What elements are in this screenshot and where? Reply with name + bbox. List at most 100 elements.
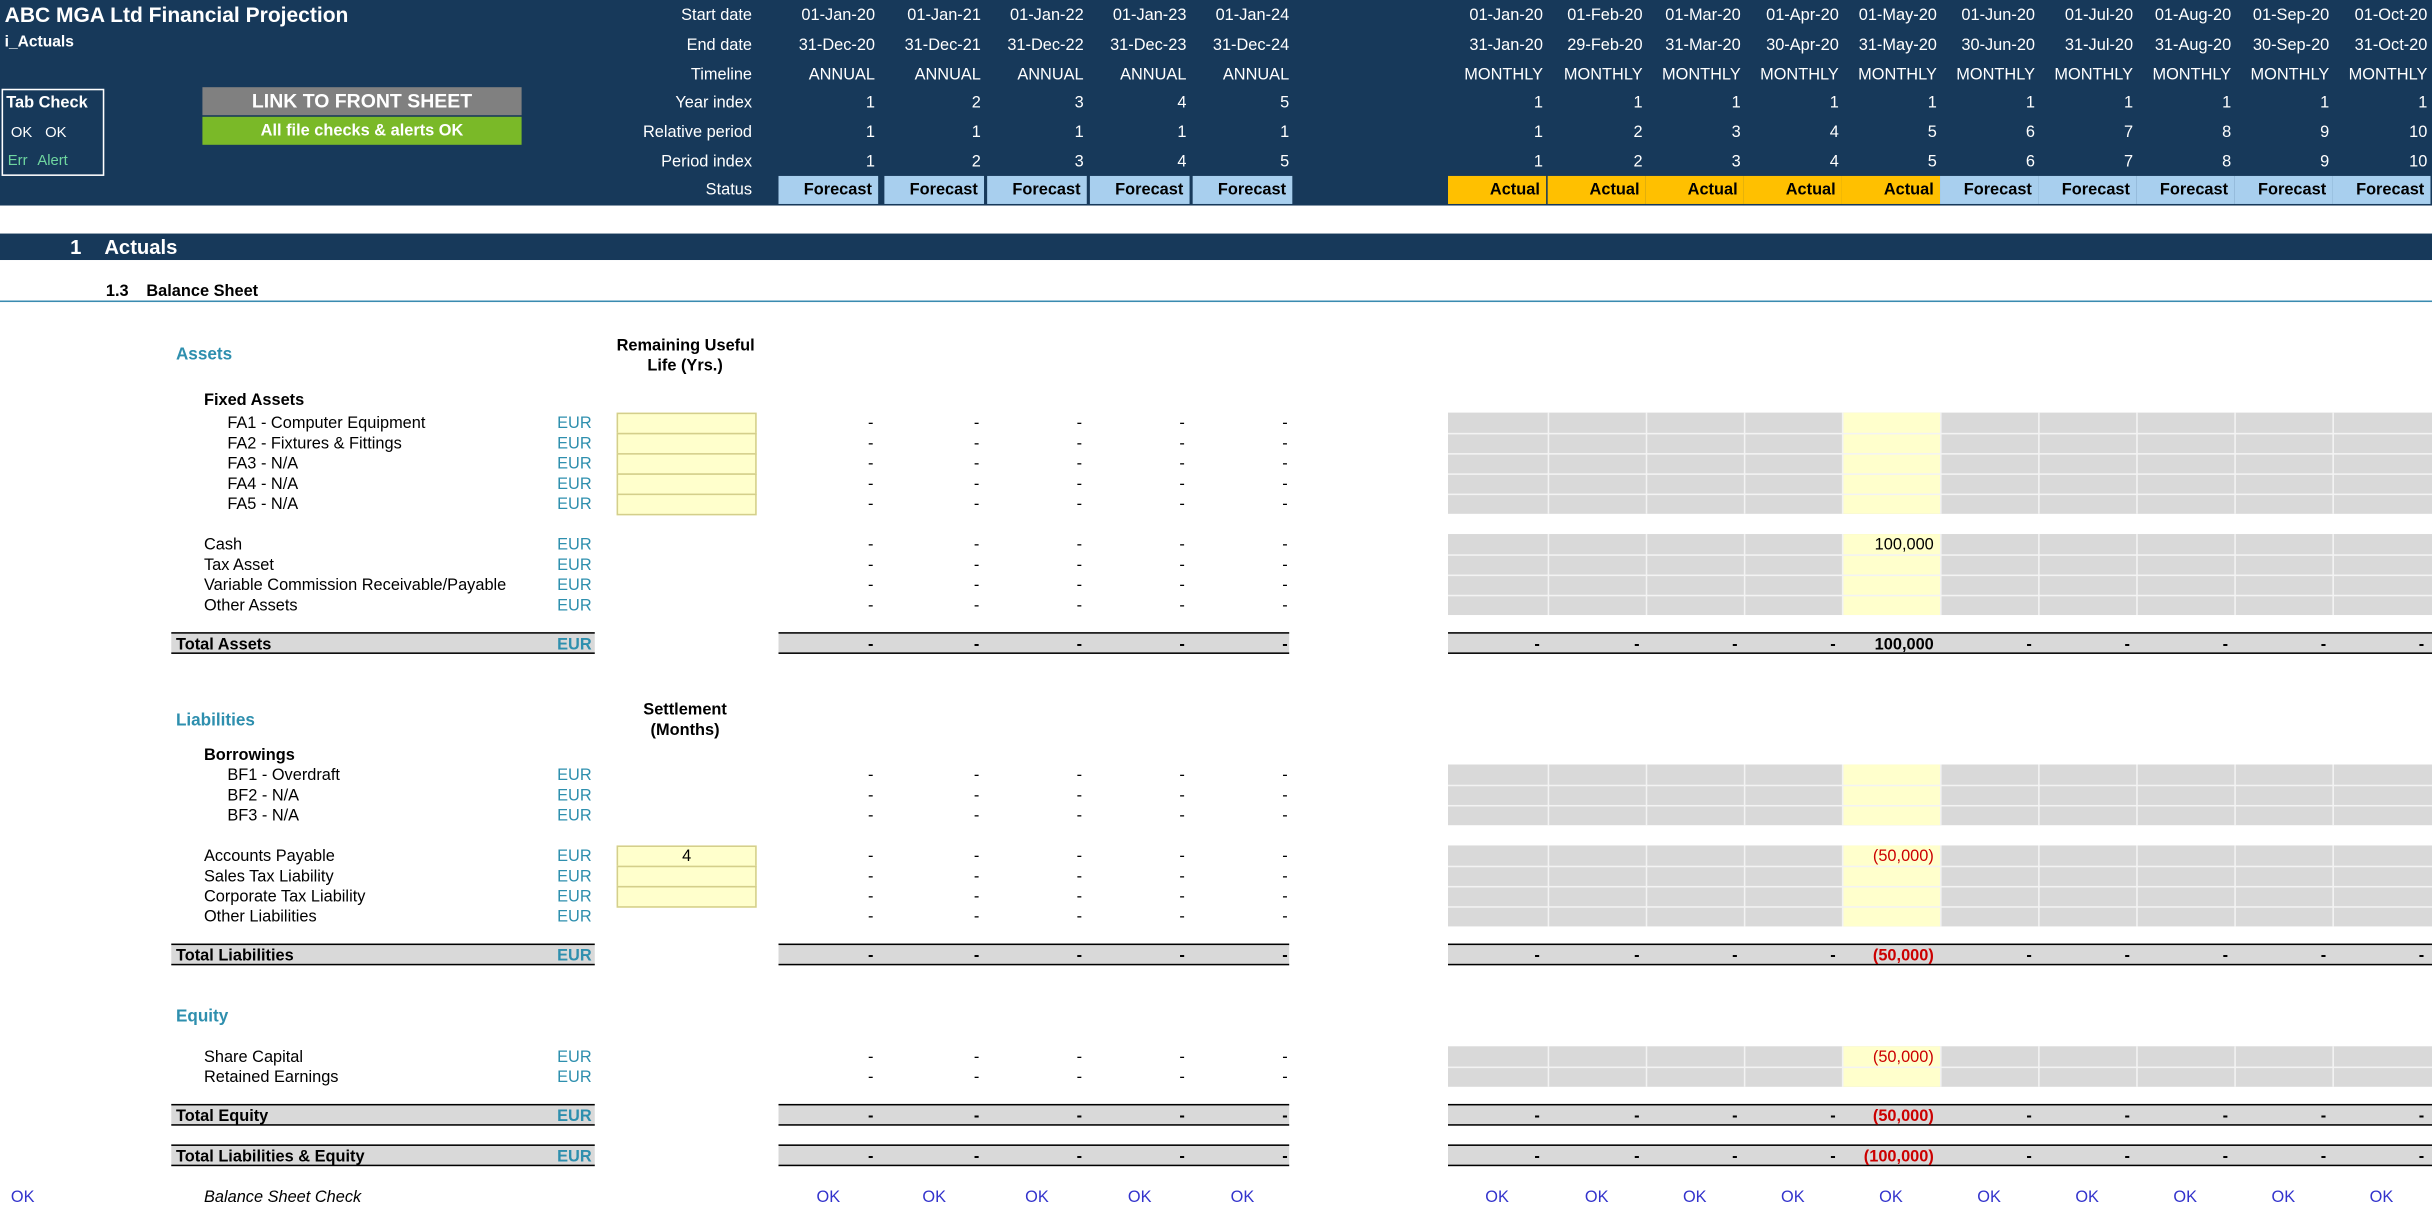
annual-status-4: Forecast [1089,175,1190,204]
monthly-timeline-3: MONTHLY [1662,65,1741,85]
fixed-asset-3-input[interactable] [616,453,757,475]
annual-relative-4: 1 [1177,123,1187,142]
other-liability-2-annual-3: - [1076,867,1083,886]
fixed-asset-1-annual-1: - [868,414,874,433]
other-asset-3-annual-4: - [1179,576,1185,595]
fixed-asset-1-input[interactable] [616,412,757,435]
total-liabilities-month-3: - [1732,946,1738,966]
timeline-label-relative: Relative period [642,123,753,142]
fixed-asset-5-input[interactable] [616,493,757,516]
other-asset-3-annual-1: - [868,576,874,595]
total-equity-label: Total Equity [175,1107,269,1126]
total-assets-label: Total Assets [175,635,272,654]
useful-life-header-1: Remaining Useful [616,336,755,355]
fixed-asset-4-annual-5: - [1282,474,1288,494]
other-asset-2-unit: EUR [557,555,592,575]
other-liability-1-input[interactable]: 4 [616,845,757,868]
monthly-status-5: Actual [1841,175,1941,204]
balance-check-month-7: OK [2075,1187,2099,1207]
other-liability-2-input[interactable] [616,865,757,888]
other-liability-1-annual-4: - [1179,847,1185,866]
borrowings-vline-3 [1743,764,1746,826]
total-liabilities-month-1: - [1534,946,1540,966]
monthly-timeline-10: MONTHLY [2348,65,2428,85]
total-equity-bottom-rule-0 [171,1124,595,1126]
fixed-assets-actual-input-block[interactable] [1841,412,1941,514]
monthly-start-9: 01-Sep-20 [2252,6,2330,25]
borrowings-actual-input-block[interactable] [1841,764,1941,826]
monthly-timeline-5: MONTHLY [1858,65,1937,85]
other-asset-1-annual-4: - [1179,535,1185,555]
fixed-asset-1-annual-5: - [1282,414,1288,433]
total-assets-month-5: 100,000 [1874,635,1934,654]
annual-period-1: 1 [865,152,876,172]
total-liabilities-label: Total Liabilities [175,946,294,966]
annual-start-3: 01-Jan-22 [1010,6,1084,25]
tab-check-title: Tab Check [6,93,88,113]
total-liabilities-annual-1: - [868,946,874,966]
borrowing-1-annual-2: - [973,766,980,785]
monthly-status-3: Actual [1645,175,1744,204]
fixed-asset-2-annual-5: - [1282,434,1288,454]
other-liability-4-annual-2: - [973,907,980,927]
section-number: 1 [70,235,82,259]
fixed-asset-2-input[interactable] [616,432,757,455]
total-liabilities-equity-annual-5: - [1282,1147,1288,1167]
total-equity-top-rule-2 [1448,1103,2432,1106]
other-liability-3-annual-2: - [973,887,980,907]
other-liability-4-unit: EUR [557,907,592,927]
fixed-assets-vline-1 [1547,412,1550,514]
total-liabilities-equity-top-rule-1 [778,1144,1290,1146]
other-liability-1-label: Accounts Payable [203,847,335,866]
file-checks-status-button[interactable]: All file checks & alerts OK [202,116,522,145]
monthly-status-9: Forecast [2234,175,2333,204]
total-equity-annual-1: - [868,1107,874,1126]
annual-year_index-4: 4 [1177,93,1187,113]
other-asset-1-annual-5: - [1282,535,1288,555]
monthly-period-7: 7 [2123,152,2134,172]
monthly-end-8: 31-Aug-20 [2154,35,2232,55]
other-liability-3-annual-4: - [1179,887,1185,907]
fixed-asset-4-input[interactable] [616,473,757,496]
total-assets-bg-left [171,633,595,653]
annual-relative-2: 1 [971,123,981,142]
total-assets-unit: EUR [557,635,592,654]
total-liabilities-unit: EUR [557,946,592,966]
annual-status-5: Forecast [1192,175,1293,204]
monthly-year_index-5: 1 [1927,93,1937,113]
other-asset-2-annual-3: - [1076,555,1083,575]
borrowings-heading: Borrowings [203,745,295,765]
monthly-start-3: 01-Mar-20 [1665,6,1741,25]
equity-item-2-annual-2: - [973,1068,980,1087]
total-equity-month-1: - [1534,1107,1540,1126]
borrowing-1-annual-1: - [868,766,874,785]
total-liabilities-month-7: - [2124,946,2130,966]
balance-check-month-2: OK [1584,1187,1609,1207]
balance-check-month-5: OK [1879,1187,1903,1207]
monthly-end-7: 31-Jul-20 [2064,35,2134,55]
borrowing-1-annual-3: - [1076,766,1083,785]
other-asset-1-month-5: 100,000 [1874,535,1934,555]
balance-check-status: OK [10,1187,35,1207]
other-asset-2-annual-1: - [868,555,874,575]
annual-timeline-5: ANNUAL [1222,65,1290,85]
tab-check-ok-2: OK [45,124,67,142]
other-liability-3-label: Corporate Tax Liability [203,887,366,907]
other-liability-2-unit: EUR [557,867,592,886]
total-liabilities-annual-4: - [1179,946,1185,966]
other-asset-2-annual-2: - [973,555,980,575]
monthly-end-9: 30-Sep-20 [2252,35,2330,55]
other-liability-3-input[interactable] [616,885,757,908]
fixed-asset-5-annual-2: - [973,495,980,514]
link-to-front-sheet-button[interactable]: LINK TO FRONT SHEET [202,87,522,116]
monthly-year_index-10: 1 [2418,93,2428,113]
sheet-name: i_Actuals [4,34,74,52]
monthly-timeline-9: MONTHLY [2250,65,2330,85]
equity-item-2-annual-3: - [1076,1068,1083,1087]
monthly-period-8: 8 [2222,152,2232,172]
monthly-status-2: Actual [1547,175,1646,204]
fixed-asset-3-annual-5: - [1282,454,1288,474]
fixed-assets-vline-3 [1743,412,1746,514]
monthly-end-2: 29-Feb-20 [1567,35,1643,55]
total-liabilities-equity-month-7: - [2124,1147,2130,1167]
